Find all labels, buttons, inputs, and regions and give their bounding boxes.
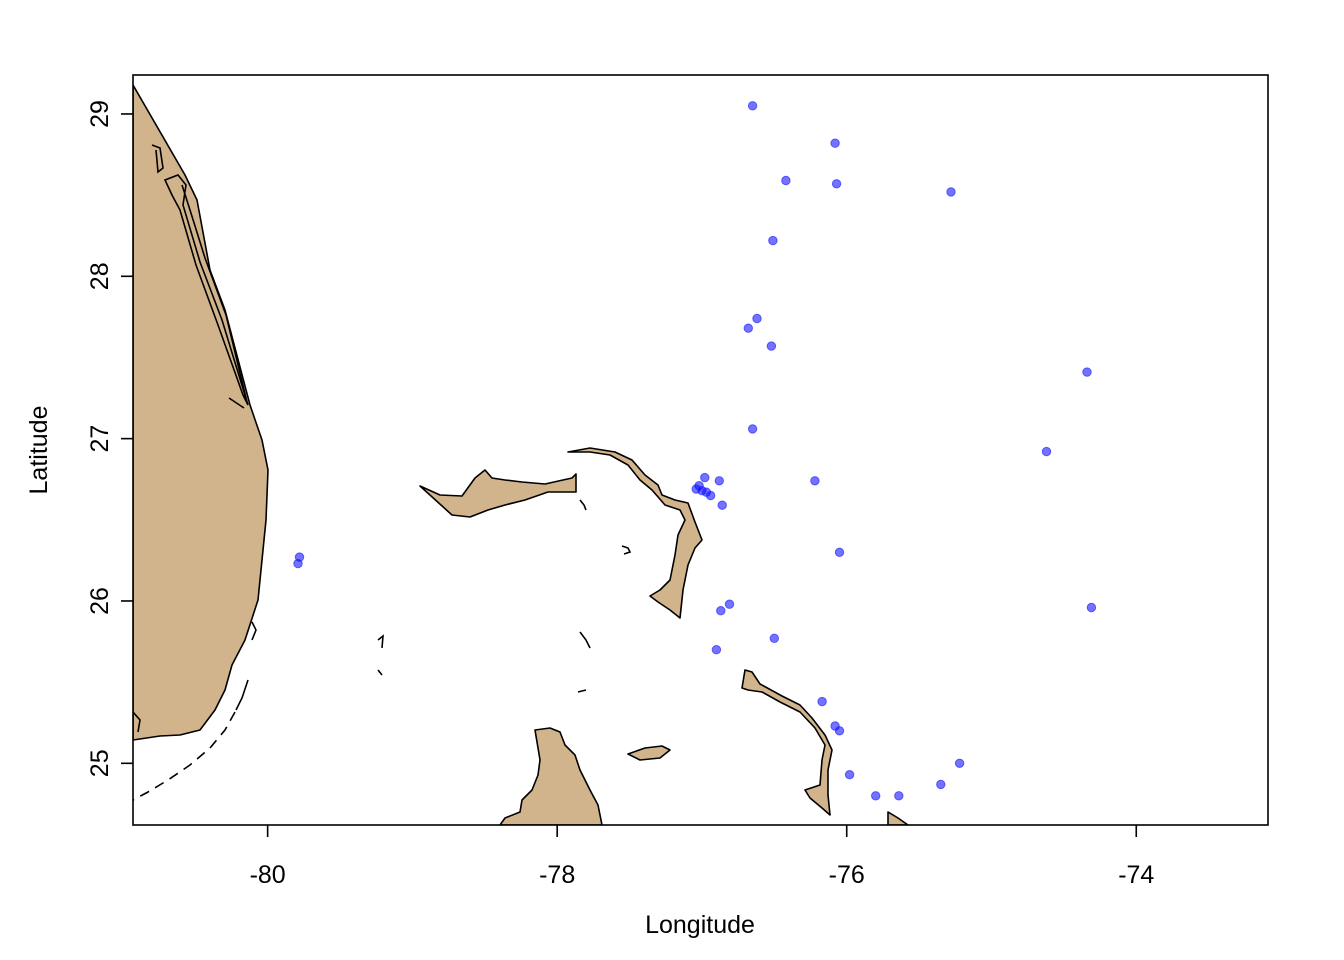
data-point: [817, 696, 827, 707]
data-point: [810, 476, 820, 486]
florida-southeast-coast: [235, 679, 249, 711]
grand-bahama-islet: [579, 499, 587, 511]
florida-bay-coast: [133, 711, 141, 733]
cat-island: [887, 811, 909, 825]
data-point: [834, 726, 845, 736]
data-point: [954, 758, 965, 768]
y-tick-label: 28: [86, 262, 114, 290]
x-tick-label: -78: [539, 861, 575, 889]
data-point: [700, 472, 710, 483]
data-point: [831, 179, 842, 189]
data-point: [871, 791, 881, 801]
data-point: [752, 313, 762, 324]
berry-islands: [579, 631, 591, 649]
x-axis-title: Longitude: [645, 911, 755, 939]
data-point: [747, 424, 758, 434]
x-tick-label: -74: [1118, 861, 1154, 889]
data-point: [717, 500, 727, 510]
data-point: [769, 633, 779, 643]
andros-island: [499, 727, 603, 825]
florida-barrier-island: [151, 144, 164, 174]
data-point: [844, 770, 855, 780]
data-point: [834, 547, 845, 557]
grand-bahama-island: [419, 469, 577, 518]
y-axis: 25 26 27 28 29: [86, 100, 133, 777]
data-point: [716, 606, 726, 616]
florida-landmass: [133, 84, 269, 741]
y-tick-label: 26: [86, 587, 114, 615]
x-axis: -80 -78 -76 -74: [250, 825, 1154, 889]
data-point: [711, 645, 722, 655]
data-point: [705, 490, 716, 501]
data-point: [1041, 446, 1052, 457]
data-point: [781, 175, 791, 186]
land-layer: [133, 84, 909, 825]
abaco-island: [567, 447, 703, 619]
data-point: [747, 101, 758, 111]
data-point: [743, 323, 753, 333]
data-point: [946, 187, 956, 197]
florida-inlet: [228, 397, 245, 409]
data-point: [1086, 602, 1097, 613]
bimini-islet-south: [377, 669, 383, 676]
bimini-islet: [377, 634, 384, 649]
abaco-cay: [621, 545, 632, 555]
plot-frame: [132, 74, 1269, 826]
cay-islet: [577, 689, 587, 693]
data-point: [894, 791, 904, 801]
x-tick-label: -76: [829, 861, 865, 889]
data-point: [724, 599, 735, 609]
x-tick-label: -80: [250, 861, 286, 889]
florida-lagoon-outline: [163, 174, 249, 406]
y-tick-label: 29: [86, 100, 114, 128]
y-tick-label: 27: [86, 425, 114, 453]
data-point: [936, 779, 946, 790]
data-point: [714, 476, 724, 486]
y-axis-title: Latitude: [25, 406, 53, 495]
eleuthera-island: [741, 669, 833, 816]
data-point: [293, 558, 303, 569]
data-point: [766, 341, 777, 351]
observation-points: [293, 101, 1097, 801]
data-point: [768, 235, 778, 246]
florida-lagoon-line: [181, 184, 247, 399]
new-providence-island: [627, 745, 671, 761]
florida-keys: [133, 711, 236, 801]
y-tick-label: 25: [86, 749, 114, 777]
data-point: [1082, 367, 1092, 377]
florida-small-islet: [251, 621, 257, 641]
data-point: [830, 138, 840, 148]
